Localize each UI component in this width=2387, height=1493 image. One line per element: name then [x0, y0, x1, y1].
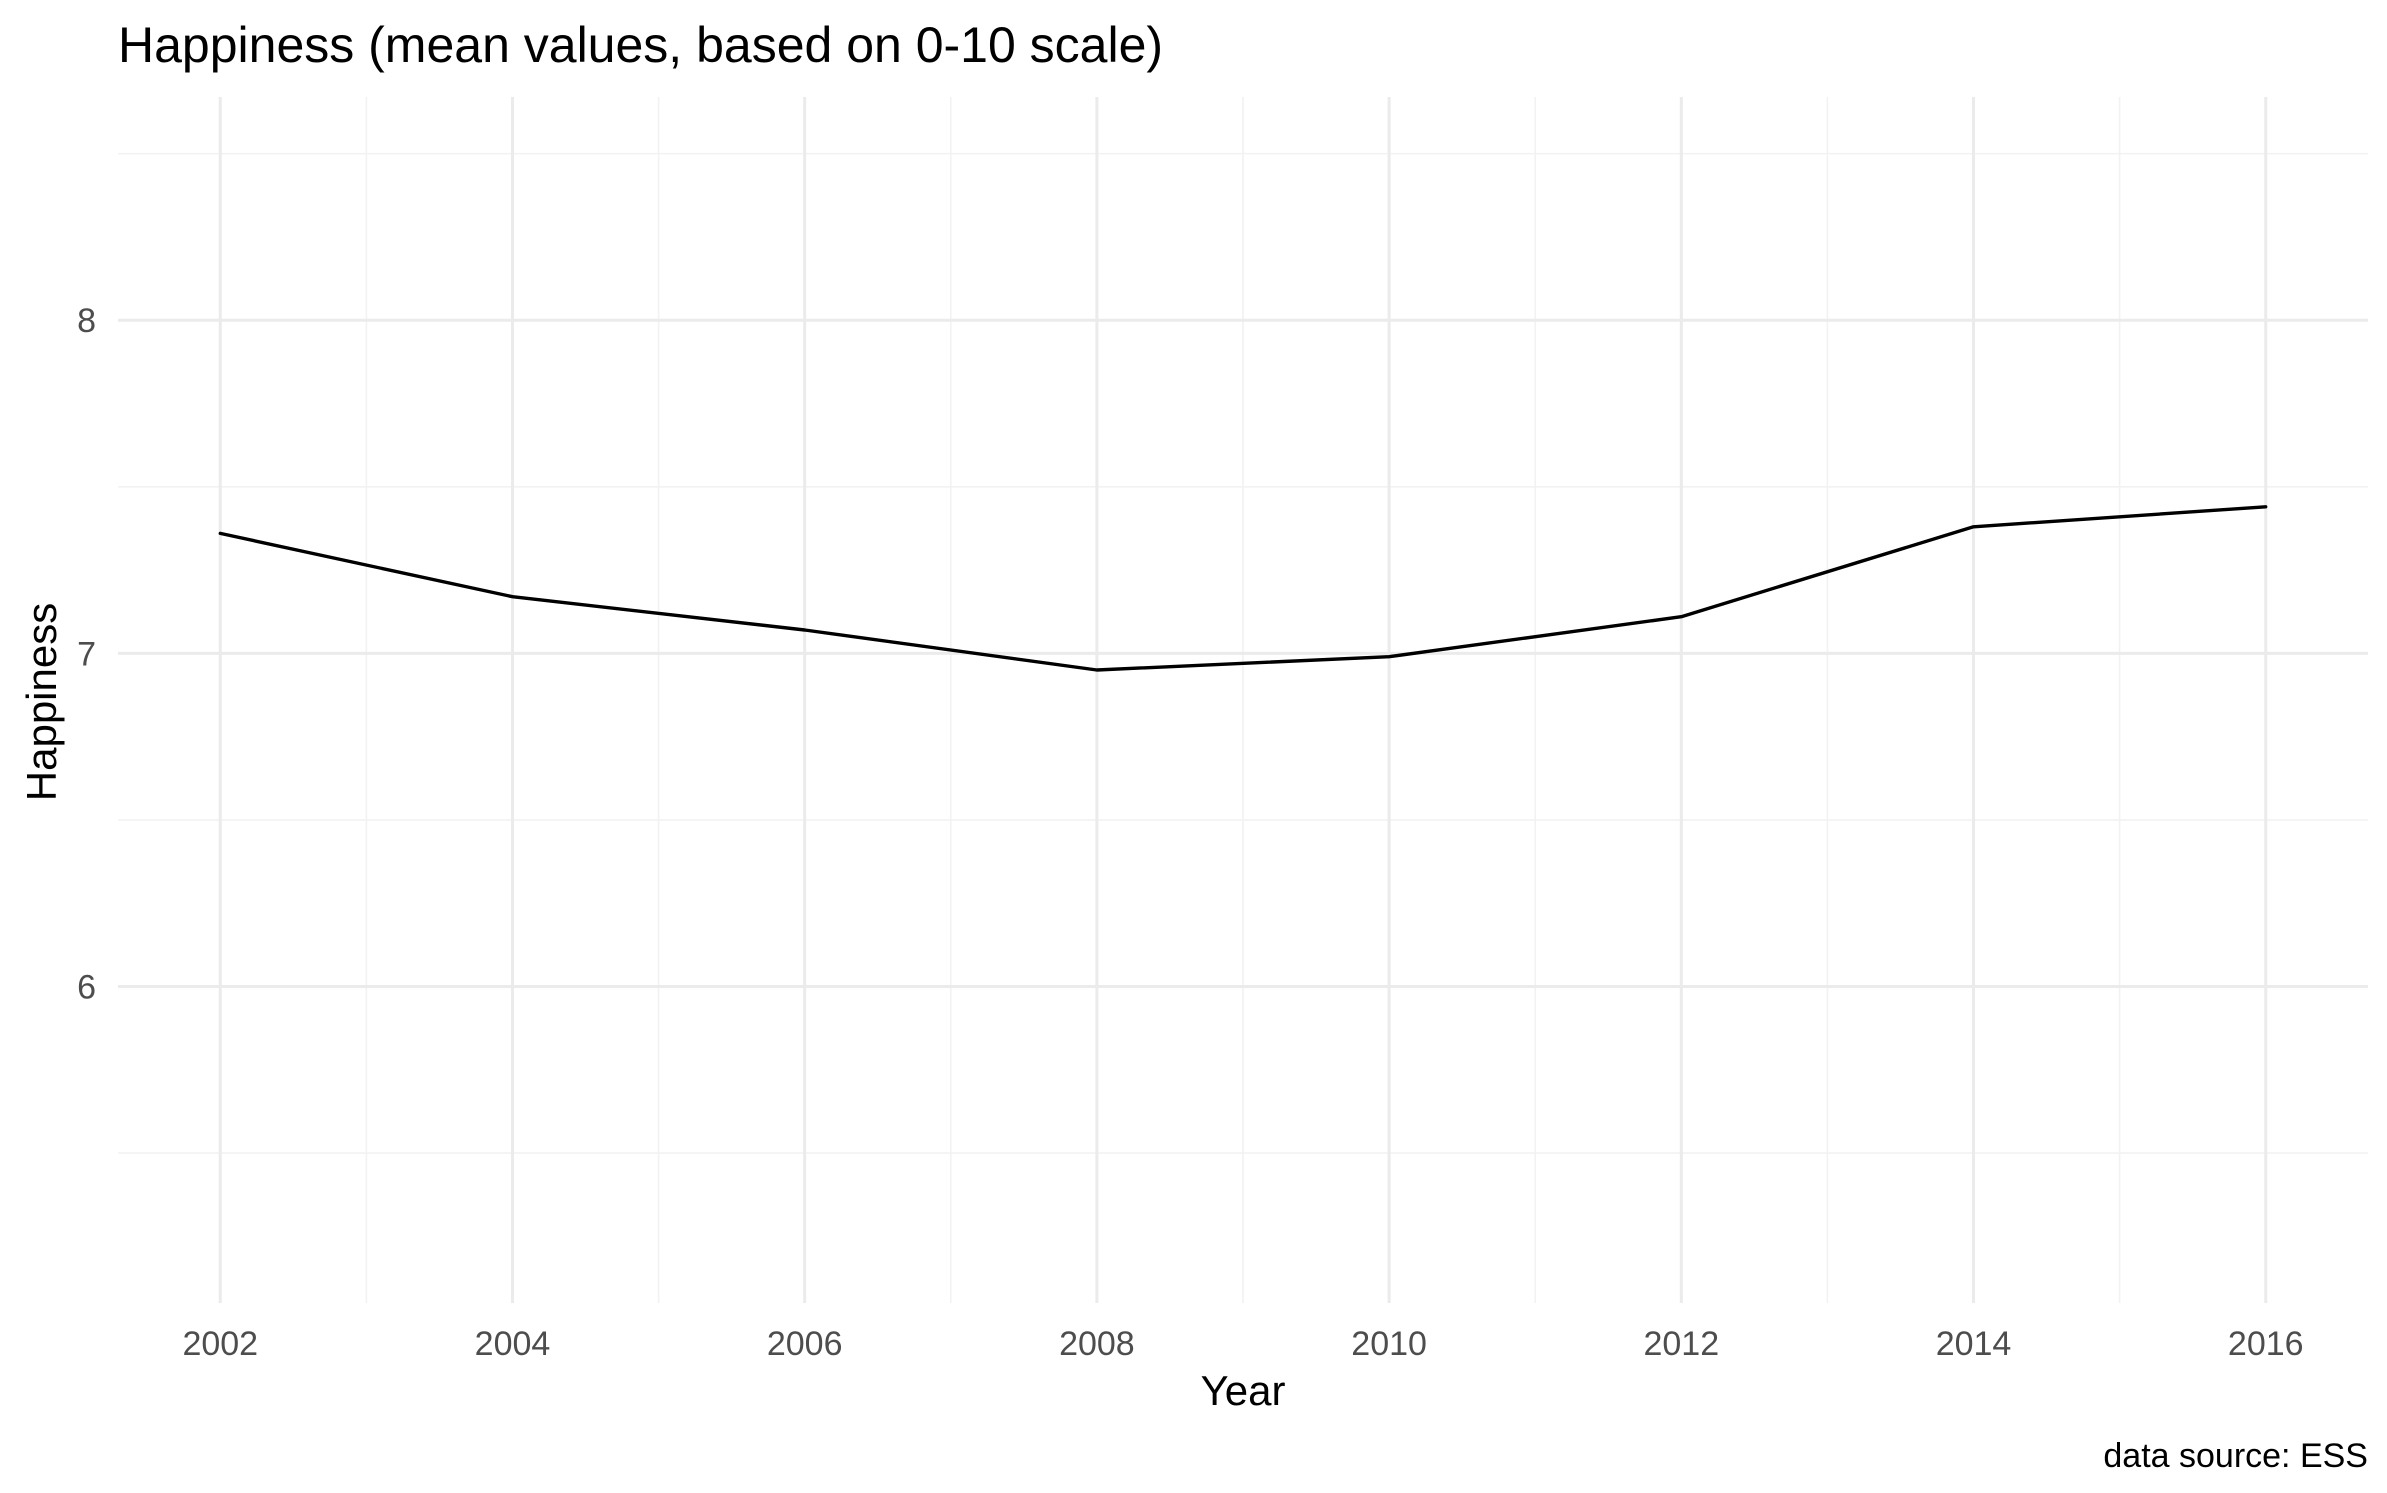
- x-tick-label: 2014: [1936, 1325, 2012, 1363]
- chart-title: Happiness (mean values, based on 0-10 sc…: [118, 17, 1163, 73]
- y-tick-label: 7: [77, 635, 96, 673]
- major-gridlines: [118, 97, 2368, 1303]
- minor-gridlines: [118, 97, 2368, 1303]
- x-tick-label: 2002: [182, 1325, 258, 1363]
- x-axis-title: Year: [1201, 1367, 1286, 1414]
- x-tick-label: 2006: [767, 1325, 843, 1363]
- y-axis-title: Happiness: [18, 603, 65, 801]
- x-tick-label: 2004: [475, 1325, 551, 1363]
- y-axis-tick-labels: 6 7 8: [77, 302, 96, 1006]
- caption: data source: ESS: [2103, 1437, 2368, 1475]
- series-layer: [218, 505, 2268, 672]
- x-axis-tick-labels: 2002 2004 2006 2008 2010 2012 2014 2016: [182, 1325, 2303, 1363]
- series-line: [218, 505, 2268, 672]
- x-tick-label: 2012: [1643, 1325, 1719, 1363]
- y-tick-label: 8: [77, 302, 96, 340]
- x-tick-label: 2008: [1059, 1325, 1135, 1363]
- y-tick-label: 6: [77, 969, 96, 1007]
- x-tick-label: 2016: [2228, 1325, 2304, 1363]
- x-tick-label: 2010: [1351, 1325, 1427, 1363]
